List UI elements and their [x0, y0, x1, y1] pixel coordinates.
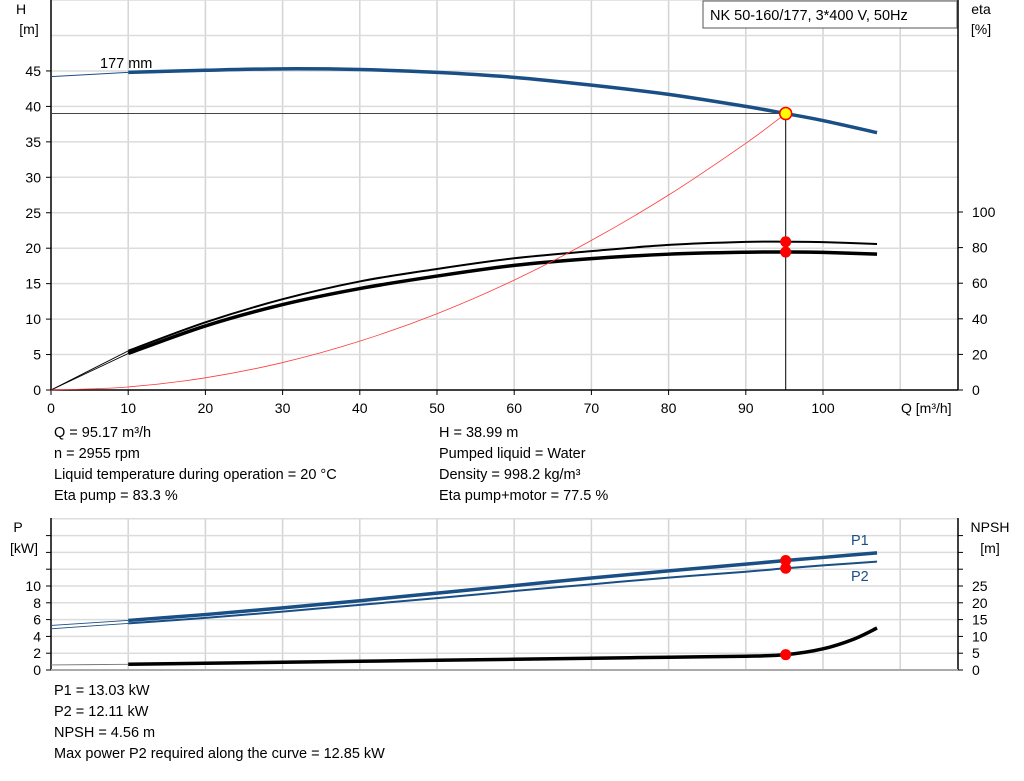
- y-axis-unit-h: [m]: [19, 21, 38, 37]
- x-tick-label: 50: [429, 400, 445, 416]
- y-axis-label-h: H: [16, 1, 26, 17]
- y-tick-label: 4: [33, 628, 41, 644]
- info-max-power: Max power P2 required along the curve = …: [54, 746, 385, 762]
- y-axis-unit-p: [kW]: [10, 540, 38, 556]
- npsh-duty-marker: [780, 649, 792, 661]
- eta-total-duty-marker: [780, 246, 792, 258]
- y-tick-label: 10: [25, 578, 41, 594]
- y2-tick-label: 20: [972, 346, 988, 362]
- power-info: P1 = 13.03 kW P2 = 12.11 kW NPSH = 4.56 …: [54, 681, 385, 765]
- y2-tick-label: 25: [972, 578, 988, 594]
- impeller-diameter-label: 177 mm: [100, 56, 152, 72]
- npsh-curve-extension: [50, 663, 129, 666]
- npsh-curve: [128, 626, 878, 667]
- y-tick-label: 2: [33, 645, 41, 661]
- x-tick-label: 10: [120, 400, 136, 416]
- x-tick-label: 0: [47, 400, 55, 416]
- p1-curve-extension: [50, 619, 129, 626]
- p2-series-label: P2: [851, 569, 869, 585]
- y-tick-label: 40: [25, 98, 41, 114]
- y2-tick-label: 0: [972, 662, 980, 678]
- p2-duty-marker: [780, 562, 792, 574]
- y-tick-label: 20: [25, 240, 41, 256]
- y2-axis-unit-npsh: [m]: [980, 540, 999, 556]
- x-tick-label: 60: [506, 400, 522, 416]
- y2-tick-label: 10: [972, 628, 988, 644]
- y-tick-label: 6: [33, 612, 41, 628]
- y2-tick-label: 80: [972, 240, 988, 256]
- y2-axis-label-npsh: NPSH: [971, 519, 1010, 535]
- x-tick-label: 90: [738, 400, 754, 416]
- eta_pump-curve: [127, 240, 878, 352]
- y2-tick-label: 0: [972, 382, 980, 398]
- p1-duty-marker: [780, 555, 792, 567]
- eta_total-curve: [127, 250, 878, 356]
- y-tick-label: 0: [33, 662, 41, 678]
- y-tick-label: 5: [33, 347, 41, 363]
- y2-tick-label: 5: [972, 645, 980, 661]
- x-tick-label: 100: [811, 400, 835, 416]
- info-flow: Q = 95.17 m³/h: [54, 425, 152, 441]
- info-temperature: Liquid temperature during operation = 20…: [54, 467, 337, 483]
- head-curve: [128, 67, 878, 135]
- head-efficiency-chart: 0 10 20 30 40 50 60 70 80 90 100 0 5 10 15 20 25 30 35 40 45…: [25, 0, 996, 416]
- y2-tick-label: 40: [972, 311, 988, 327]
- info-npsh: NPSH = 4.56 m: [54, 725, 156, 741]
- eta_total-curve-extension: [50, 353, 129, 391]
- head-curve-extension: [50, 71, 129, 78]
- y2-tick-label: 20: [972, 595, 988, 611]
- x-tick-label: 20: [198, 400, 214, 416]
- p1-series-label: P1: [851, 533, 869, 549]
- y-tick-label: 45: [25, 63, 41, 79]
- y2-tick-label: 60: [972, 275, 988, 291]
- y-axis-label-p: P: [13, 519, 22, 535]
- y-tick-label: 10: [25, 311, 41, 327]
- y-tick-label: 25: [25, 205, 41, 221]
- info-liquid: Pumped liquid = Water: [439, 446, 586, 462]
- info-p2: P2 = 12.11 kW: [54, 704, 149, 720]
- y-tick-label: 0: [33, 382, 41, 398]
- y2-tick-label: 100: [972, 204, 996, 220]
- p2-curve-extension: [50, 622, 129, 630]
- info-p1: P1 = 13.03 kW: [54, 683, 150, 699]
- title-text: NK 50-160/177, 3*400 V, 50Hz: [710, 8, 908, 24]
- y2-axis-unit-eta: [%]: [971, 21, 991, 37]
- x-axis-label: Q [m³/h]: [901, 400, 952, 416]
- x-tick-label: 40: [352, 400, 368, 416]
- info-speed: n = 2955 rpm: [54, 446, 140, 462]
- info-eta-total: Eta pump+motor = 77.5 %: [439, 488, 609, 504]
- y2-axis-label-eta: eta: [971, 1, 991, 17]
- title-box: NK 50-160/177, 3*400 V, 50Hz: [702, 0, 958, 29]
- info-head: H = 38.99 m: [439, 425, 519, 441]
- duty-point-marker: [778, 106, 793, 121]
- info-eta-pump: Eta pump = 83.3 %: [54, 488, 178, 504]
- p2-curve: [128, 560, 878, 625]
- y-tick-label: 30: [25, 169, 41, 185]
- duty-info-right: H = 38.99 m Pumped liquid = Water Densit…: [439, 423, 608, 507]
- y2-tick-label: 15: [972, 612, 988, 628]
- x-tick-label: 80: [661, 400, 677, 416]
- y-tick-label: 35: [25, 134, 41, 150]
- x-tick-label: 30: [275, 400, 291, 416]
- duty-info-left: Q = 95.17 m³/h n = 2955 rpm Liquid tempe…: [54, 423, 337, 507]
- info-density: Density = 998.2 kg/m³: [439, 467, 581, 483]
- y-tick-label: 15: [25, 276, 41, 292]
- x-tick-label: 70: [584, 400, 600, 416]
- eta-pump-duty-marker: [780, 236, 792, 248]
- system-curve: [50, 113, 786, 391]
- y-tick-label: 8: [33, 595, 41, 611]
